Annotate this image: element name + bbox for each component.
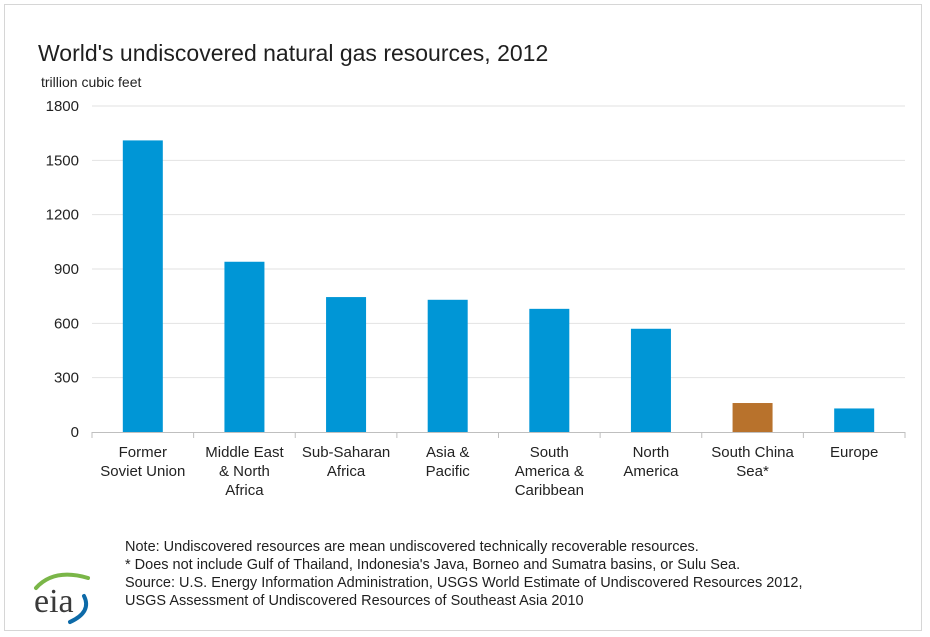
chart-notes: Note: Undiscovered resources are mean un… — [125, 538, 803, 610]
eia-logo-icon: eia — [34, 572, 90, 624]
footnote-line: * Does not include Gulf of Thailand, Ind… — [125, 557, 741, 573]
source-line: Source: U.S. Energy Information Administ… — [125, 575, 803, 591]
chart-title: World's undiscovered natural gas resourc… — [38, 40, 549, 66]
bar — [732, 403, 773, 432]
y-tick-label: 300 — [54, 370, 79, 387]
y-tick-label: 900 — [54, 261, 79, 278]
x-category-label: Former Soviet Union — [100, 444, 185, 480]
x-category-label: Asia & Pacific — [426, 444, 471, 480]
logo-arc-green — [34, 572, 90, 590]
x-category-label: South China Sea* — [711, 444, 794, 480]
x-category-label: South America & Caribbean — [515, 444, 584, 499]
bar — [326, 297, 367, 432]
logo-text: eia — [34, 583, 74, 620]
bar — [122, 140, 163, 432]
x-category-label: Middle East & North Africa — [205, 444, 284, 499]
y-tick-label: 1800 — [46, 98, 79, 115]
y-tick-label: 1500 — [46, 152, 79, 169]
y-axis-unit-label: trillion cubic feet — [41, 74, 142, 90]
bar — [834, 408, 875, 432]
x-category-label: Europe — [830, 444, 878, 461]
y-tick-label: 0 — [71, 424, 79, 441]
x-category-label: Sub-Saharan Africa — [302, 444, 390, 480]
logo-arc-blue — [68, 594, 89, 624]
source-line-continued: USGS Assessment of Undiscovered Resource… — [125, 593, 584, 609]
x-category-label: North America — [623, 444, 679, 480]
y-tick-label: 600 — [54, 315, 79, 332]
y-tick-label: 1200 — [46, 207, 79, 224]
bar — [630, 328, 671, 432]
note-line: Note: Undiscovered resources are mean un… — [125, 539, 699, 555]
bar — [427, 299, 468, 432]
bar — [224, 261, 265, 432]
bar — [529, 308, 570, 432]
